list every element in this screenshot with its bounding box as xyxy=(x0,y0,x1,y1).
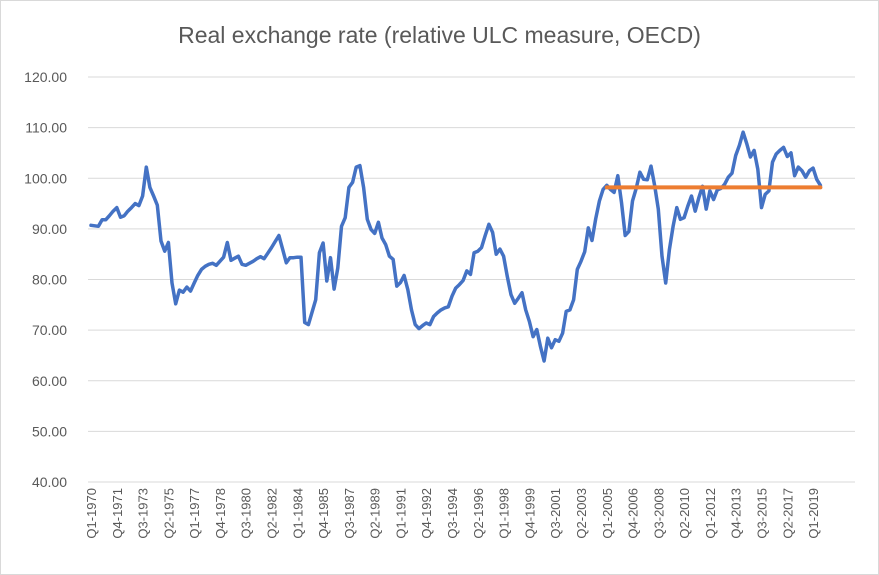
x-tick-label: Q4-2006 xyxy=(626,488,641,539)
x-tick-label: Q4-1971 xyxy=(110,488,125,539)
x-tick-label: Q1-1998 xyxy=(497,488,512,539)
y-tick-label: 120.00 xyxy=(24,69,67,85)
x-tick-label: Q2-1989 xyxy=(368,488,383,539)
x-tick-label: Q1-1970 xyxy=(84,488,99,539)
x-tick-label: Q3-2015 xyxy=(754,488,769,539)
x-tick-label: Q2-1982 xyxy=(265,488,280,539)
x-tick-label: Q1-1977 xyxy=(187,488,202,539)
y-tick-label: 50.00 xyxy=(32,423,67,439)
x-tick-label: Q4-1992 xyxy=(419,488,434,539)
x-tick-label: Q2-2010 xyxy=(677,488,692,539)
x-tick-label: Q3-1987 xyxy=(342,488,357,539)
x-tick-label: Q3-2001 xyxy=(548,488,563,539)
series-line xyxy=(89,130,823,363)
x-tick-label: Q4-1978 xyxy=(213,488,228,539)
x-tick-label: Q4-1985 xyxy=(316,488,331,539)
x-tick-label: Q4-2013 xyxy=(729,488,744,539)
x-tick-label: Q1-1984 xyxy=(290,488,305,539)
x-tick-label: Q3-1973 xyxy=(136,488,151,539)
x-tick-label: Q1-2019 xyxy=(806,488,821,539)
y-tick-label: 60.00 xyxy=(32,373,67,389)
x-tick-label: Q1-2012 xyxy=(703,488,718,539)
y-tick-label: 80.00 xyxy=(32,272,67,288)
x-tick-label: Q4-1999 xyxy=(522,488,537,539)
chart-title: Real exchange rate (relative ULC measure… xyxy=(178,22,701,48)
x-tick-label: Q2-1996 xyxy=(471,488,486,539)
y-tick-label: 40.00 xyxy=(32,474,67,490)
x-tick-label: Q3-1994 xyxy=(445,488,460,539)
x-tick-label: Q1-1991 xyxy=(393,488,408,539)
x-tick-label: Q2-1975 xyxy=(161,488,176,539)
x-tick-label: Q3-2008 xyxy=(651,488,666,539)
y-tick-label: 110.00 xyxy=(25,120,67,136)
x-tick-label: Q3-1980 xyxy=(239,488,254,539)
y-tick-label: 100.00 xyxy=(24,170,67,186)
x-tick-label: Q1-2005 xyxy=(600,488,615,539)
x-tick-label: Q2-2017 xyxy=(780,488,795,539)
x-tick-label: Q2-2003 xyxy=(574,488,589,539)
y-tick-label: 90.00 xyxy=(32,221,67,237)
y-tick-label: 70.00 xyxy=(32,322,67,338)
